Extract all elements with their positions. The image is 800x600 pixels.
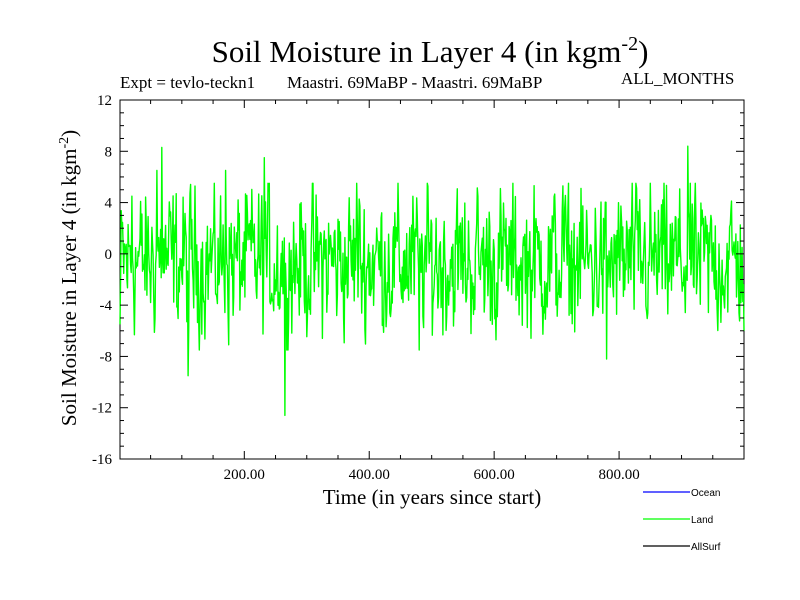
y-tick-label: 4 [105,196,113,212]
expt-label: Expt = tevlo-teckn1 [120,73,255,92]
legend-land-label: Land [691,515,713,526]
y-tick-label: 8 [105,144,113,160]
land-series-line [119,145,745,417]
legend: Ocean Land AllSurf [643,488,721,553]
y-tick-label: -8 [100,349,113,365]
legend-allsurf-label: AllSurf [691,542,721,553]
x-axis-label: Time (in years since start) [323,485,542,509]
x-tick-label: 200.00 [224,467,265,483]
y-tick-label: 0 [105,247,113,263]
y-tick-label: -4 [100,298,113,314]
months-label: ALL_MONTHS [621,69,734,88]
chart-title: Soil Moisture in Layer 4 (in kgm-2) [212,33,649,69]
x-tick-label: 800.00 [598,467,639,483]
y-tick-label: -12 [92,401,112,417]
period-label: Maastri. 69MaBP - Maastri. 69MaBP [287,73,542,92]
y-tick-label: 12 [97,93,112,109]
y-axis-label: Soil Moisture in Layer 4 (in kgm-2) [57,130,81,426]
y-tick-label: -16 [92,452,112,468]
x-tick-label: 600.00 [474,467,515,483]
y-axis-ticks: 12 8 4 0 -4 -8 -12 -16 [92,93,744,468]
plot-area [119,145,745,417]
x-axis-ticks: 200.00 400.00 600.00 800.00 [150,100,714,483]
legend-ocean-label: Ocean [691,488,720,499]
x-tick-label: 400.00 [349,467,390,483]
